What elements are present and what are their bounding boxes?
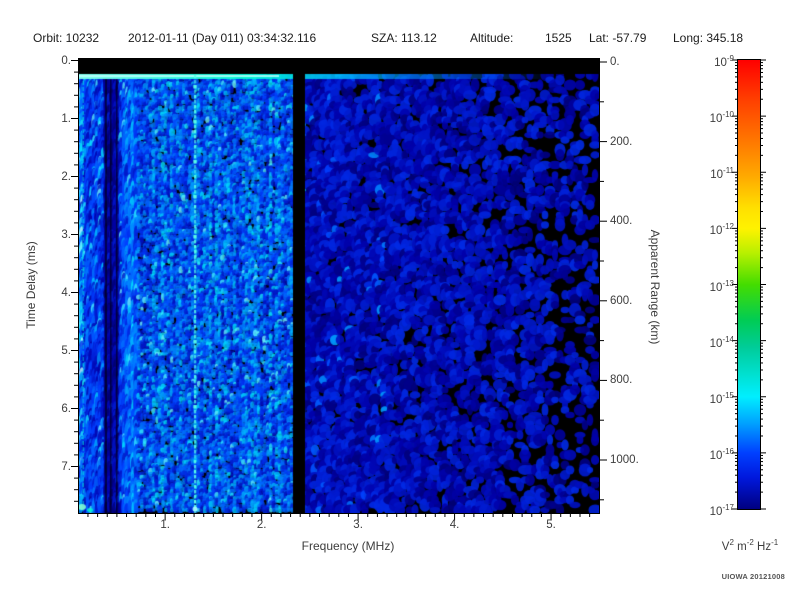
colorbar-units: V2 m-2 Hz-1 [721, 538, 779, 553]
y-tick-label: 3. [61, 228, 71, 241]
header-altitude-label: Altitude: [470, 31, 514, 45]
range-tick-label: 1000. [610, 454, 639, 466]
colorbar-tick-label: 10-17 [709, 503, 734, 518]
range-tick-label: 0. [610, 56, 620, 68]
header-orbit: Orbit: 10232 [33, 31, 100, 45]
y-tick-label: 5. [61, 344, 71, 357]
y-tick-label: 2. [61, 170, 71, 183]
header-lat: Lat: -57.79 [589, 31, 647, 45]
range-tick-label: 200. [610, 135, 633, 148]
colorbar-tick-label: 10-14 [709, 334, 734, 350]
y-tick-label: 7. [61, 460, 71, 473]
x-axis-title: Frequency (MHz) [301, 539, 395, 553]
colorbar-tick-label: 10-12 [709, 222, 734, 238]
header-datetime: 2012-01-11 (Day 011) 03:34:32.116 [128, 31, 317, 45]
y-tick-label: 6. [61, 402, 71, 415]
colorbar-tick-label: 10-9 [714, 54, 734, 69]
credit-text: UIOWA 20121008 [721, 572, 785, 581]
x-tick-label: 1. [160, 519, 170, 531]
colorbar-tick-label: 10-15 [709, 390, 734, 406]
colorbar-tick-label: 10-10 [709, 110, 734, 125]
colorbar-tick-label: 10-16 [709, 446, 734, 462]
x-tick-label: 5. [546, 519, 556, 531]
header-altitude-value: 1525 [545, 31, 572, 45]
x-tick-label: 3. [353, 519, 363, 531]
y-tick-label: 1. [61, 112, 71, 125]
spectrogram-canvas [79, 59, 599, 513]
range-tick-label: 400. [610, 215, 633, 228]
colorbar-gradient [738, 60, 760, 509]
header-sza: SZA: 113.12 [371, 31, 437, 45]
y-axis-title: Time Delay (ms) [24, 241, 38, 329]
colorbar-tick-label: 10-13 [709, 278, 734, 294]
range-tick-label: 600. [610, 294, 633, 307]
y-tick-label: 4. [61, 286, 71, 299]
x-tick-label: 4. [449, 519, 460, 531]
x-tick-label: 2. [256, 519, 267, 531]
y-tick-label: 0. [61, 54, 71, 67]
header-long: Long: 345.18 [673, 31, 744, 45]
colorbar-tick-label: 10-11 [710, 166, 734, 182]
range-axis-title: Apparent Range (km) [648, 229, 662, 345]
range-tick-label: 800. [610, 374, 633, 387]
